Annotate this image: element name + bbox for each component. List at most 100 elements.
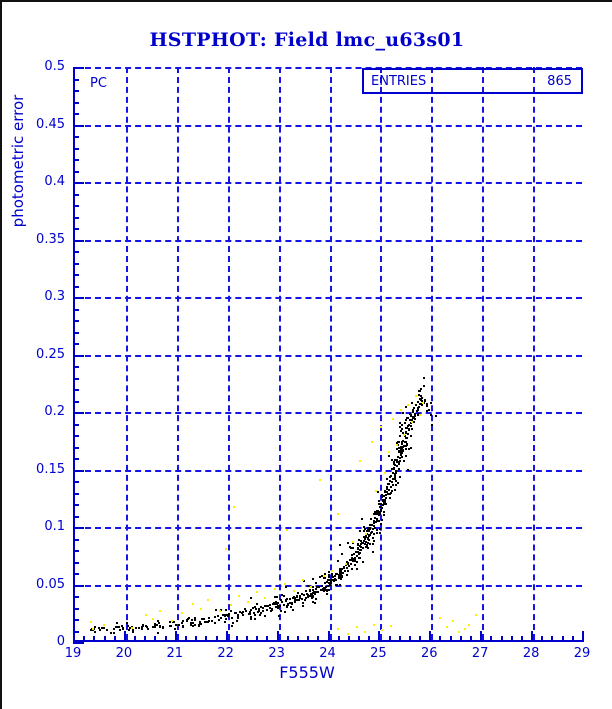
data-point: [388, 483, 390, 485]
data-point: [284, 611, 286, 613]
gridline-vertical: [125, 67, 128, 640]
data-point: [312, 592, 314, 594]
data-point: [406, 437, 408, 439]
data-point: [208, 620, 210, 622]
x-tick-minor: [215, 636, 218, 642]
data-point: [116, 622, 118, 624]
data-point: [337, 560, 339, 562]
data-point: [156, 624, 158, 626]
data-point: [152, 626, 154, 628]
data-point: [132, 631, 134, 633]
data-point: [312, 586, 314, 588]
y-tick-minor: [73, 389, 79, 391]
data-point: [391, 490, 393, 492]
data-point: [359, 557, 361, 559]
data-point: [368, 539, 370, 541]
data-point: [401, 443, 403, 445]
data-point: [335, 584, 337, 586]
data-point: [274, 588, 276, 590]
y-tick-label: 0.25: [36, 346, 65, 362]
data-point: [351, 568, 353, 570]
x-tick-minor: [144, 636, 147, 642]
data-point: [326, 593, 328, 595]
data-point: [409, 419, 411, 421]
data-point: [289, 598, 291, 600]
x-tick-minor: [551, 636, 554, 642]
y-tick-minor: [73, 136, 79, 138]
data-point: [405, 431, 407, 433]
x-tick-minor: [296, 636, 299, 642]
data-point: [399, 476, 401, 478]
data-point: [411, 421, 413, 423]
data-point: [326, 589, 328, 591]
data-point: [260, 606, 262, 608]
data-point: [182, 620, 184, 622]
data-point: [325, 586, 327, 588]
data-point: [384, 499, 386, 501]
data-point: [329, 582, 331, 584]
y-tick-label: 0.4: [44, 174, 65, 189]
data-point: [236, 620, 238, 622]
x-tick-minor: [184, 636, 187, 642]
data-point: [327, 579, 329, 581]
x-tick-major: [123, 631, 126, 642]
data-point: [272, 603, 274, 605]
data-point: [352, 560, 354, 562]
data-point: [154, 624, 156, 626]
y-tick-minor: [73, 101, 79, 104]
data-point: [394, 475, 396, 477]
data-point: [376, 511, 378, 513]
data-point: [178, 624, 180, 626]
data-point: [224, 621, 226, 623]
data-point: [420, 395, 422, 397]
data-point: [256, 603, 258, 605]
x-tick-major: [531, 631, 534, 642]
data-point: [332, 579, 334, 581]
data-point: [262, 610, 264, 612]
data-point: [385, 491, 387, 493]
x-tick-minor: [470, 636, 473, 642]
data-point: [380, 503, 382, 505]
data-point: [292, 609, 294, 611]
x-tick-major: [276, 631, 279, 642]
data-point: [373, 520, 375, 522]
data-point: [347, 542, 349, 544]
y-tick-major: [73, 297, 84, 299]
data-point: [390, 475, 392, 477]
data-point: [291, 603, 293, 605]
data-point: [426, 410, 428, 412]
data-point: [339, 544, 341, 546]
x-tick-label: 22: [217, 646, 234, 661]
data-point: [113, 632, 115, 634]
data-point: [113, 628, 115, 630]
data-point: [265, 605, 267, 607]
data-point: [394, 478, 396, 480]
data-point: [277, 602, 279, 604]
data-point: [371, 441, 373, 443]
data-point: [266, 609, 268, 611]
x-tick-minor: [266, 636, 269, 642]
y-tick-major: [73, 469, 84, 472]
data-point: [237, 614, 239, 616]
data-point: [389, 493, 391, 495]
data-point: [341, 576, 343, 578]
y-tick-label: 0.35: [36, 231, 65, 247]
data-point: [159, 610, 161, 612]
data-point: [359, 530, 361, 532]
data-point: [90, 629, 92, 631]
y-tick-minor: [73, 423, 79, 426]
x-tick-major: [378, 631, 381, 642]
data-point: [401, 424, 403, 426]
data-point: [192, 625, 194, 627]
y-tick-major: [73, 412, 84, 414]
data-point: [415, 395, 417, 397]
data-point: [391, 468, 393, 470]
data-point: [235, 612, 237, 614]
data-point: [359, 460, 361, 462]
data-point: [293, 590, 295, 592]
data-point: [339, 568, 341, 570]
data-point: [250, 597, 252, 599]
data-point: [173, 621, 175, 623]
data-point: [369, 534, 371, 536]
